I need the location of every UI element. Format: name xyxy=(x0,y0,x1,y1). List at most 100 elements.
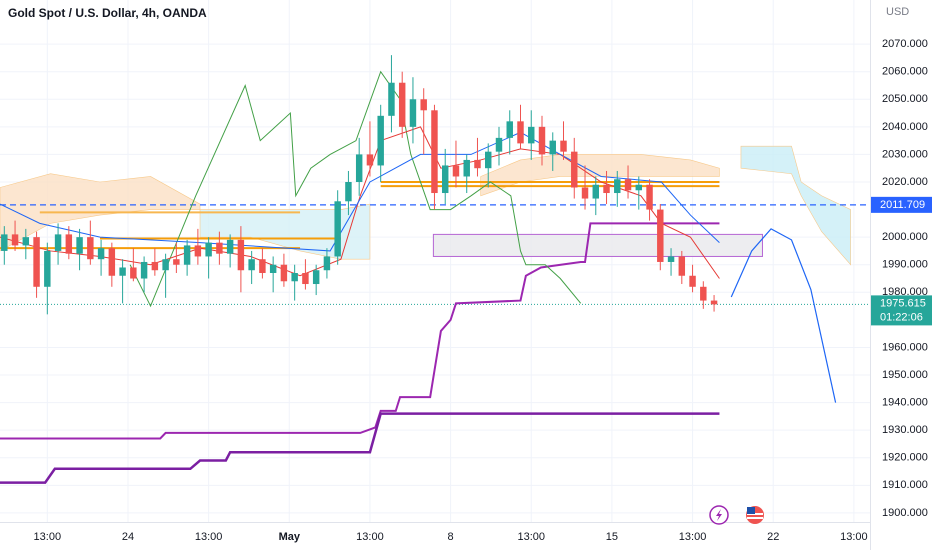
candle-body xyxy=(388,82,395,116)
candle-body xyxy=(44,250,51,287)
y-tick-label: 1980.000 xyxy=(882,286,928,298)
x-tick-label: 22 xyxy=(767,531,779,543)
indicator-line xyxy=(0,131,720,252)
y-tick-label: 1910.000 xyxy=(882,479,928,491)
candle-body xyxy=(549,140,556,155)
candle-body xyxy=(108,248,116,276)
candle-body xyxy=(366,154,374,166)
plot-area xyxy=(0,0,870,522)
candle-body xyxy=(377,115,384,166)
indicator-line xyxy=(0,222,720,440)
zone xyxy=(432,233,763,257)
candle-body xyxy=(22,237,30,246)
candle-body xyxy=(173,259,180,265)
candle-body xyxy=(11,234,19,246)
candle-body xyxy=(216,242,223,254)
y-tick-label: 1950.000 xyxy=(882,369,928,381)
candle-body xyxy=(614,179,621,194)
candle-body xyxy=(291,272,298,282)
candle-body xyxy=(603,184,610,194)
candle-body xyxy=(409,99,417,127)
candle-body xyxy=(119,267,126,276)
candle-body xyxy=(345,181,352,202)
y-tick-label: 1940.000 xyxy=(882,397,928,409)
y-tick-label: 1990.000 xyxy=(882,259,928,271)
candle-body xyxy=(571,151,578,188)
indicator-line xyxy=(730,228,837,403)
candle-body xyxy=(312,270,320,285)
candle-body xyxy=(700,286,707,301)
price-line-label: 2011.709 xyxy=(880,199,925,211)
x-tick-label: 13:00 xyxy=(679,531,707,543)
candle-body xyxy=(87,237,94,260)
y-tick-label: 1930.000 xyxy=(882,424,928,436)
candle-body xyxy=(560,140,567,152)
candle-body xyxy=(689,275,696,287)
price-line-label-bg xyxy=(871,196,932,213)
candle-body xyxy=(431,110,438,194)
x-tick-label: 13:00 xyxy=(34,531,62,543)
candle-body xyxy=(592,184,599,199)
y-tick-label: 2030.000 xyxy=(882,148,928,160)
candle-body xyxy=(162,259,169,271)
last-price-label: 1975.615 xyxy=(880,297,926,309)
candle-body xyxy=(334,201,341,257)
candle-body xyxy=(710,300,718,305)
x-tick-label: 13:00 xyxy=(195,531,223,543)
candle-body xyxy=(226,239,234,254)
candle-body xyxy=(506,121,513,138)
candle-body xyxy=(269,264,277,273)
countdown-label: 01:22:06 xyxy=(880,311,923,323)
candle-body xyxy=(355,154,363,182)
y-tick-label: 2000.000 xyxy=(882,231,928,243)
cloud xyxy=(199,203,371,260)
candle-body xyxy=(194,245,202,257)
candle-body xyxy=(485,151,492,169)
candle-body xyxy=(130,267,137,279)
candle-body xyxy=(646,184,653,210)
candle-body xyxy=(1,234,8,251)
candle-body xyxy=(581,187,589,199)
flag-icon[interactable] xyxy=(746,506,764,524)
candle-body xyxy=(97,248,105,260)
candle-body xyxy=(54,234,62,251)
y-tick-label: 2020.000 xyxy=(882,176,928,188)
candle-body xyxy=(538,126,546,155)
candle-body xyxy=(259,259,266,273)
candle-body xyxy=(452,165,460,177)
candle-body xyxy=(302,272,309,285)
indicator-line xyxy=(0,412,720,484)
cloud xyxy=(740,145,851,266)
candle-body xyxy=(248,259,255,271)
candle-body xyxy=(635,184,643,191)
candle-body xyxy=(140,261,148,279)
candle-body xyxy=(624,179,632,191)
candle-body xyxy=(657,209,664,262)
candle-body xyxy=(323,256,331,271)
candle-body xyxy=(420,99,427,111)
candle-body xyxy=(65,234,73,254)
candle-body xyxy=(528,126,535,144)
lightning-icon[interactable] xyxy=(709,505,729,525)
candle-body xyxy=(678,256,686,276)
candle-body xyxy=(76,237,83,254)
y-tick-label: 1900.000 xyxy=(882,507,928,519)
candle-body xyxy=(183,245,191,265)
candle-body xyxy=(474,159,481,169)
y-tick-label: 1920.000 xyxy=(882,452,928,464)
candle-body xyxy=(463,159,470,177)
x-tick-label: 15 xyxy=(606,531,618,543)
x-tick-label: 24 xyxy=(122,531,134,543)
candle-body xyxy=(205,242,212,257)
candle-body xyxy=(667,256,675,262)
x-tick-label: 13:00 xyxy=(517,531,545,543)
chart-title: Gold Spot / U.S. Dollar, 4h, OANDA xyxy=(8,6,207,20)
candle-body xyxy=(33,237,40,287)
indicator-line xyxy=(0,126,720,279)
y-tick-label: 2050.000 xyxy=(882,93,928,105)
y-tick-label: 2070.000 xyxy=(882,38,928,50)
candle-body xyxy=(280,264,288,282)
candle-body xyxy=(237,239,245,271)
